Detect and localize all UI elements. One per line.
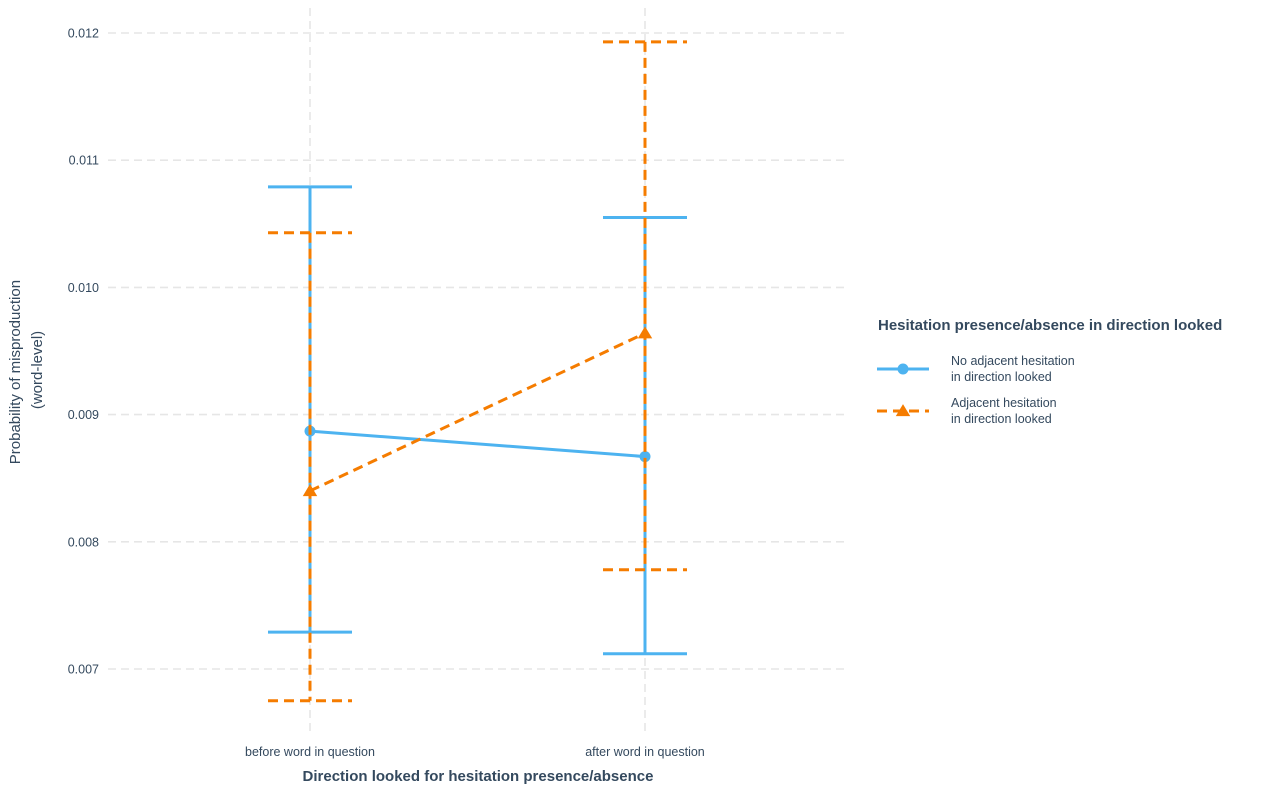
data-point bbox=[302, 484, 318, 497]
legend-title: Hesitation presence/absence in direction… bbox=[878, 317, 1222, 334]
series bbox=[268, 40, 687, 703]
legend: Hesitation presence/absence in direction… bbox=[877, 317, 1222, 426]
series-line bbox=[309, 331, 646, 493]
y-tick-label: 0.011 bbox=[69, 154, 99, 168]
data-point bbox=[637, 326, 653, 339]
series-line bbox=[309, 429, 646, 459]
y-axis-title-line-2: (word-level) bbox=[29, 331, 46, 409]
data-point bbox=[639, 451, 651, 463]
x-axis-ticks: before word in question after word in que… bbox=[245, 745, 705, 759]
legend-label: Adjacent hesitation in direction looked bbox=[951, 396, 1057, 426]
y-tick-label: 0.009 bbox=[68, 408, 99, 422]
x-tick-label: before word in question bbox=[245, 745, 375, 759]
legend-key-marker bbox=[897, 363, 909, 375]
legend-item-2: Adjacent hesitation in direction looked bbox=[877, 396, 1057, 426]
series-1 bbox=[268, 185, 687, 656]
legend-label: No adjacent hesitation in direction looke… bbox=[951, 354, 1075, 384]
series-2 bbox=[268, 40, 687, 703]
legend-label-line: Adjacent hesitation bbox=[951, 396, 1057, 410]
x-axis-title: Direction looked for hesitation presence… bbox=[303, 768, 654, 785]
legend-key-marker bbox=[895, 404, 911, 417]
legend-label-line: in direction looked bbox=[951, 370, 1052, 384]
y-tick-label: 0.007 bbox=[68, 663, 99, 677]
y-axis-title: Probability of misproduction (word-level… bbox=[7, 276, 46, 464]
y-tick-label: 0.010 bbox=[68, 281, 99, 295]
grid bbox=[108, 8, 845, 735]
x-tick-label: after word in question bbox=[585, 745, 705, 759]
y-axis-title-line-1: Probability of misproduction bbox=[7, 280, 24, 464]
legend-item-1: No adjacent hesitation in direction looke… bbox=[877, 354, 1075, 384]
y-tick-label: 0.012 bbox=[68, 27, 99, 41]
legend-label-line: No adjacent hesitation bbox=[951, 354, 1075, 368]
y-axis-ticks: 0.007 0.008 0.009 0.010 0.011 0.012 bbox=[68, 27, 99, 677]
y-tick-label: 0.008 bbox=[68, 535, 99, 549]
legend-label-line: in direction looked bbox=[951, 412, 1052, 426]
